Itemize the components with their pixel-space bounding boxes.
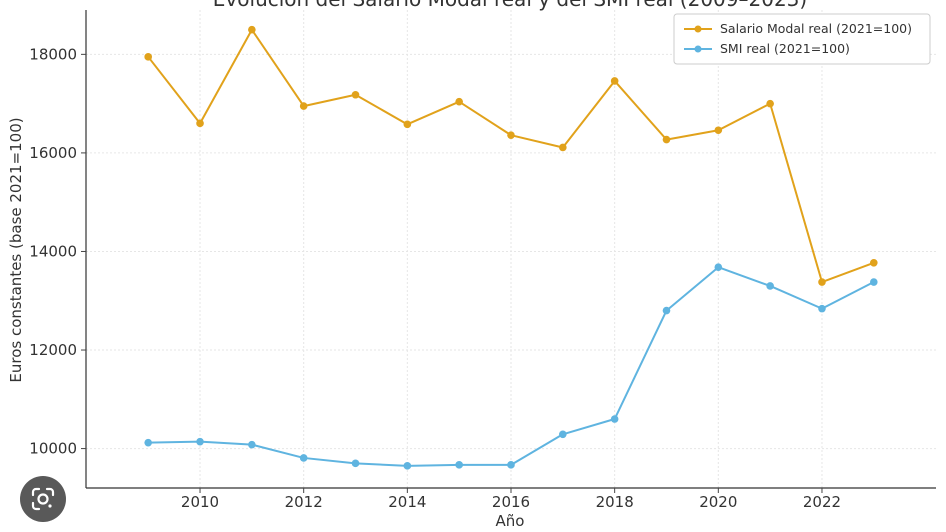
data-point [610,415,619,423]
data-point [455,97,463,106]
y-tick-label: 14000 [29,242,77,260]
x-tick-label: 2014 [388,493,426,511]
data-point [714,126,723,135]
data-point [870,258,878,267]
google-lens-button[interactable] [20,476,66,522]
google-lens-icon [31,487,55,511]
x-tick-label: 2016 [492,493,530,511]
y-axis-label: Euros constantes (base 2021=100) [7,117,25,382]
data-point [299,454,308,462]
data-point [766,99,774,108]
data-point [196,119,204,128]
data-point [351,459,360,468]
data-point [818,278,826,286]
series-group [144,25,878,470]
data-point [455,461,463,469]
x-axis-label: Año [496,512,525,530]
data-point [299,102,308,110]
legend-marker-smi [694,45,702,53]
data-point [559,143,567,152]
data-point [610,77,619,85]
data-point [662,306,671,315]
data-point [714,263,723,272]
x-tick-label: 2012 [285,493,323,511]
series-1 [144,263,878,470]
legend-label-salario: Salario Modal real (2021=100) [720,21,912,36]
y-tick-label: 12000 [29,341,77,359]
data-point [144,53,152,61]
grid-lines [86,10,936,488]
y-tick-label: 18000 [29,45,77,63]
data-point [144,438,152,447]
legend-box [673,13,931,65]
data-point [870,278,878,286]
x-tick-labels: 2010 2012 2014 2016 2018 2020 2022 [181,488,841,511]
y-tick-labels: 10000 12000 14000 16000 18000 [29,45,86,458]
y-tick-label: 16000 [29,144,77,162]
data-point [351,90,360,99]
legend: Salario Modal real (2021=100) SMI real (… [673,13,931,65]
data-point [403,462,412,470]
data-point [818,304,826,313]
data-point [248,25,256,34]
legend-marker-salario [694,25,702,33]
x-tick-label: 2022 [803,493,841,511]
data-point [559,430,567,439]
x-tick-label: 2018 [596,493,634,511]
legend-label-smi: SMI real (2021=100) [720,41,850,56]
axes [85,10,936,489]
x-tick-label: 2010 [181,493,219,511]
x-tick-label: 2020 [699,493,737,511]
data-point [507,131,515,139]
series-0 [144,25,878,286]
data-point [403,120,412,129]
data-point [196,437,204,446]
chart-title: Evolución del Salario Modal real y del S… [213,0,807,11]
data-point [248,440,256,449]
y-tick-label: 10000 [29,440,77,458]
data-point [766,282,774,290]
data-point [662,135,671,144]
data-point [507,461,515,469]
